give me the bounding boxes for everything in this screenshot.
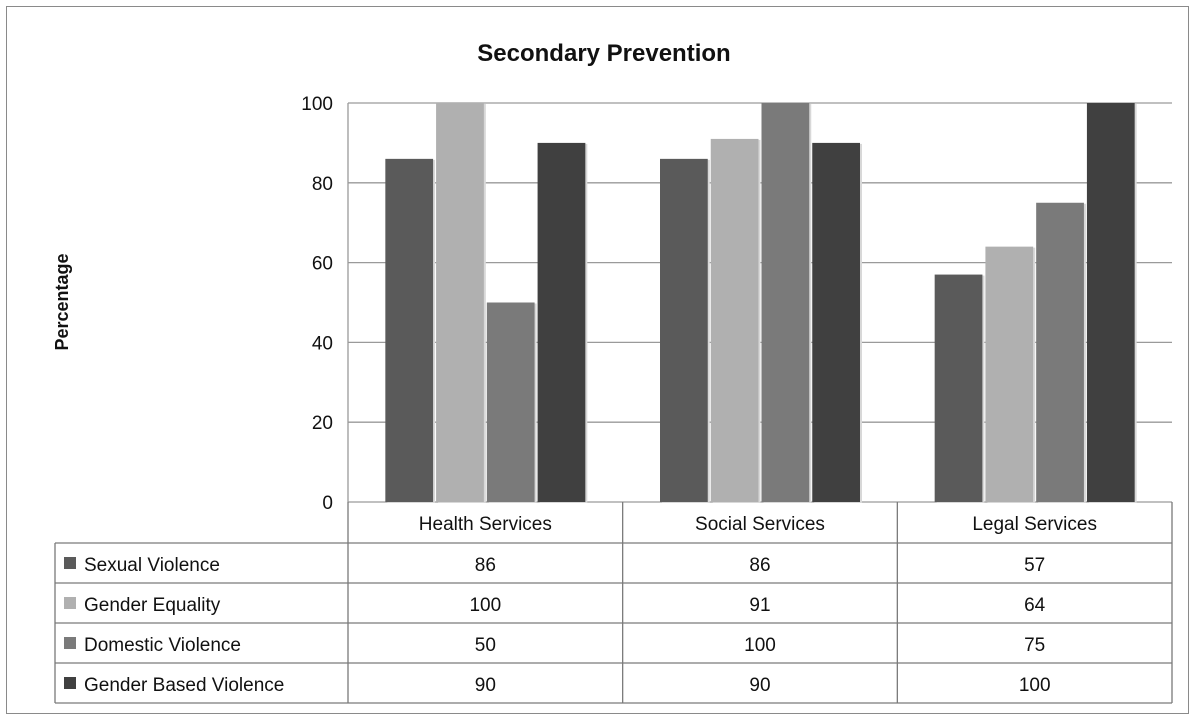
chart-title: Secondary Prevention	[477, 40, 730, 67]
bar	[537, 142, 586, 502]
data-value: 57	[1024, 555, 1045, 576]
y-axis-label: Percentage	[52, 253, 72, 350]
legend-swatch	[64, 637, 76, 649]
bars	[385, 103, 1137, 504]
legend-swatch	[64, 557, 76, 569]
y-tick-label: 0	[322, 493, 333, 514]
data-table: Health Services Social Services Legal Serv…	[54, 502, 1173, 704]
data-value: 90	[749, 675, 770, 696]
y-tick-label: 40	[312, 333, 333, 354]
data-value: 100	[469, 595, 501, 616]
series-label: Domestic Violence	[84, 635, 241, 656]
data-value: 50	[475, 635, 496, 656]
bar	[385, 158, 434, 503]
category-label: Health Services	[419, 514, 552, 535]
data-value: 64	[1024, 595, 1046, 616]
category-label: Legal Services	[972, 514, 1097, 535]
series-label: Sexual Violence	[84, 555, 220, 576]
y-tick-label: 60	[312, 254, 333, 275]
y-axis-ticks: 0 20 40 60 80 100	[301, 94, 333, 514]
bar	[710, 138, 759, 502]
data-value: 86	[749, 555, 770, 576]
chart-frame	[6, 6, 1189, 714]
data-value: 91	[749, 595, 770, 616]
legend-swatch	[64, 597, 76, 609]
legend-swatch	[64, 677, 76, 689]
y-tick-label: 80	[312, 174, 333, 195]
data-value: 100	[1019, 675, 1051, 696]
bar	[1086, 103, 1135, 502]
bar	[761, 103, 810, 502]
series-label: Gender Equality	[84, 595, 221, 616]
bar	[486, 302, 535, 502]
bar	[812, 142, 860, 502]
data-value: 86	[475, 555, 496, 576]
bar	[985, 246, 1034, 502]
bar	[660, 158, 708, 503]
bar	[1036, 202, 1084, 502]
bar	[934, 274, 983, 502]
bar	[436, 103, 484, 502]
series-label: Gender Based Violence	[84, 675, 284, 696]
data-value: 90	[475, 675, 496, 696]
data-value: 100	[744, 635, 776, 656]
y-tick-label: 100	[301, 94, 333, 115]
y-tick-label: 20	[312, 413, 333, 434]
data-value: 75	[1024, 635, 1045, 656]
category-label: Social Services	[695, 514, 825, 535]
